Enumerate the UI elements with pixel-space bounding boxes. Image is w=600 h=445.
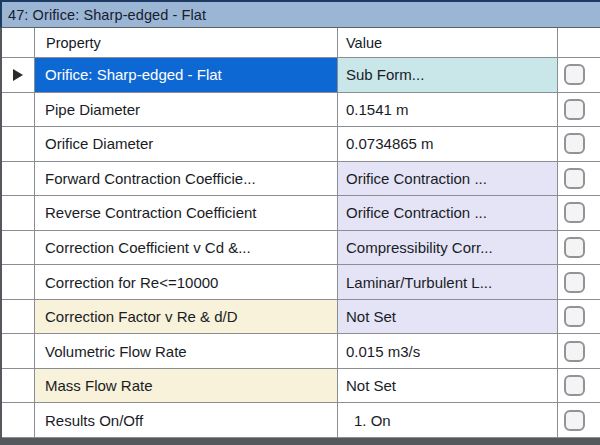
panel-title: 47: Orifice: Sharp-edged - Flat: [8, 7, 206, 23]
row-selector[interactable]: [2, 403, 35, 437]
grid-header-row: Property Value: [2, 28, 600, 58]
row-checkbox[interactable]: [564, 168, 585, 189]
property-cell[interactable]: Correction Factor v Re & d/D: [35, 300, 338, 334]
value-cell[interactable]: Not Set: [338, 369, 558, 403]
property-cell[interactable]: Forward Contraction Coefficie...: [35, 162, 338, 196]
value-cell[interactable]: Orifice Contraction ...: [338, 162, 558, 196]
value-cell[interactable]: 0.015 m3/s: [338, 334, 558, 368]
checkbox-cell: [558, 231, 600, 265]
value-cell[interactable]: Not Set: [338, 300, 558, 334]
table-row[interactable]: Forward Contraction Coefficie... Orifice…: [2, 162, 600, 197]
checkbox-cell: [558, 58, 600, 92]
table-row[interactable]: Results On/Off 1. On: [2, 403, 600, 438]
value-cell[interactable]: Sub Form...: [338, 58, 558, 92]
value-cell[interactable]: Orifice Contraction ...: [338, 196, 558, 230]
table-row[interactable]: Volumetric Flow Rate 0.015 m3/s: [2, 334, 600, 369]
checkbox-cell: [558, 162, 600, 196]
header-value: Value: [338, 28, 558, 57]
value-cell[interactable]: Compressibility Corr...: [338, 231, 558, 265]
property-grid: Property Value Orifice: Sharp-edged - Fl…: [0, 28, 600, 438]
property-cell[interactable]: Mass Flow Rate: [35, 369, 338, 403]
row-selector[interactable]: [2, 58, 35, 92]
row-selector[interactable]: [2, 334, 35, 368]
row-indicator-arrow-icon: [13, 69, 23, 81]
row-checkbox[interactable]: [564, 237, 585, 258]
row-checkbox[interactable]: [564, 306, 585, 327]
panel-titlebar: 47: Orifice: Sharp-edged - Flat: [0, 0, 600, 28]
checkbox-cell: [558, 127, 600, 161]
property-cell[interactable]: Correction for Re<=10000: [35, 265, 338, 299]
checkbox-cell: [558, 334, 600, 368]
value-cell[interactable]: 0.0734865 m: [338, 127, 558, 161]
checkbox-cell: [558, 265, 600, 299]
header-selector-cell: [2, 28, 35, 57]
checkbox-cell: [558, 369, 600, 403]
property-cell[interactable]: Pipe Diameter: [35, 93, 338, 127]
header-property: Property: [35, 28, 338, 57]
property-cell[interactable]: Correction Coefficient v Cd &...: [35, 231, 338, 265]
table-row[interactable]: Correction Coefficient v Cd &... Compres…: [2, 231, 600, 266]
row-checkbox[interactable]: [564, 64, 585, 85]
value-cell[interactable]: 1. On: [338, 403, 558, 437]
row-selector[interactable]: [2, 93, 35, 127]
bottom-scrollbar-track[interactable]: [0, 438, 600, 445]
table-row[interactable]: Reverse Contraction Coefficient Orifice …: [2, 196, 600, 231]
row-checkbox[interactable]: [564, 202, 585, 223]
value-cell[interactable]: 0.1541 m: [338, 93, 558, 127]
row-selector[interactable]: [2, 369, 35, 403]
row-checkbox[interactable]: [564, 272, 585, 293]
row-checkbox[interactable]: [564, 133, 585, 154]
row-checkbox[interactable]: [564, 341, 585, 362]
table-row[interactable]: Orifice: Sharp-edged - Flat Sub Form...: [2, 58, 600, 93]
table-row[interactable]: Orifice Diameter 0.0734865 m: [2, 127, 600, 162]
property-cell[interactable]: Results On/Off: [35, 403, 338, 437]
row-selector[interactable]: [2, 196, 35, 230]
header-checkbox-cell: [558, 28, 600, 57]
table-row[interactable]: Correction for Re<=10000 Laminar/Turbule…: [2, 265, 600, 300]
checkbox-cell: [558, 93, 600, 127]
table-row[interactable]: Mass Flow Rate Not Set: [2, 369, 600, 404]
row-checkbox[interactable]: [564, 99, 585, 120]
row-checkbox[interactable]: [564, 375, 585, 396]
row-checkbox[interactable]: [564, 410, 585, 431]
property-cell[interactable]: Volumetric Flow Rate: [35, 334, 338, 368]
row-selector[interactable]: [2, 162, 35, 196]
table-row[interactable]: Pipe Diameter 0.1541 m: [2, 93, 600, 128]
property-cell[interactable]: Orifice: Sharp-edged - Flat: [35, 58, 338, 92]
property-grid-panel: 47: Orifice: Sharp-edged - Flat Property…: [0, 0, 600, 445]
row-selector[interactable]: [2, 127, 35, 161]
checkbox-cell: [558, 300, 600, 334]
row-selector[interactable]: [2, 300, 35, 334]
row-selector[interactable]: [2, 265, 35, 299]
row-selector[interactable]: [2, 231, 35, 265]
value-cell[interactable]: Laminar/Turbulent L...: [338, 265, 558, 299]
property-cell[interactable]: Orifice Diameter: [35, 127, 338, 161]
table-row[interactable]: Correction Factor v Re & d/D Not Set: [2, 300, 600, 335]
property-cell[interactable]: Reverse Contraction Coefficient: [35, 196, 338, 230]
checkbox-cell: [558, 196, 600, 230]
checkbox-cell: [558, 403, 600, 437]
